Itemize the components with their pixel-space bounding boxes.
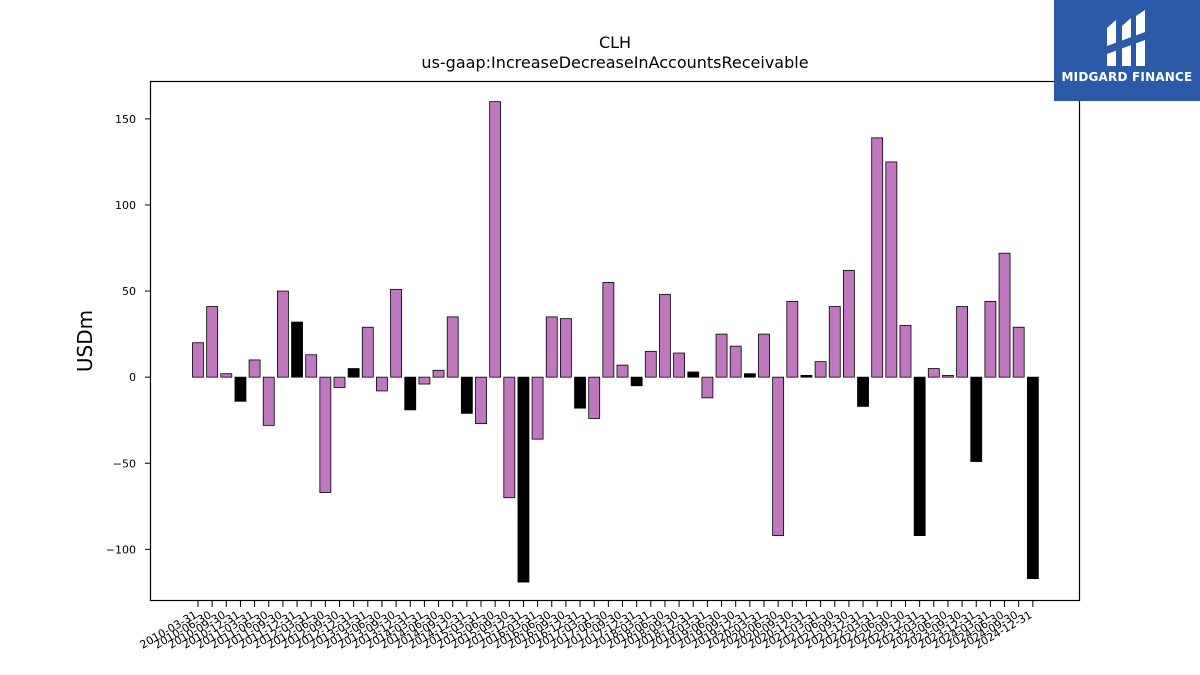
bar-2020-06-30 [772,376,785,536]
bar-2021-12-31 [857,376,869,407]
y-axis-label: USDm [73,310,97,372]
bar-2022-09-30 [899,325,912,378]
bar-2017-09-30 [616,364,629,378]
bar-2023-12-31 [970,376,983,462]
bar-2021-03-31 [814,361,827,378]
y-tick-label: 50 [122,285,136,298]
bar-2013-12-31 [404,376,417,411]
bar-2011-09-30 [276,290,289,378]
bar-2023-06-30 [942,375,954,378]
bar-2019-12-31 [743,373,756,378]
bar-2015-06-30 [489,101,502,378]
bar-2018-03-31 [644,350,657,378]
bar-2024-12-31 [1026,376,1039,580]
bar-2016-12-31 [574,376,586,409]
bar-2014-03-31 [418,376,431,385]
bar-2018-12-31 [687,371,700,378]
bar-2011-03-31 [248,359,261,378]
bar-2010-06-30 [206,306,219,378]
bar-2011-12-31 [291,321,303,378]
bar-2016-03-31 [531,376,544,440]
x-axis-ticks: 2010-03-312010-06-302010-09-302010-12-31… [138,601,1034,652]
bar-2013-06-30 [376,376,388,392]
y-tick-label: 150 [115,113,136,126]
bar-2022-06-30 [885,161,898,378]
bar-2018-09-30 [673,352,685,378]
bar-2022-03-31 [871,137,884,378]
bar-2015-03-31 [475,376,487,425]
bar-2011-06-30 [262,376,275,426]
y-tick-label: −50 [113,457,136,470]
bar-2012-09-30 [333,376,346,388]
bar-2023-03-31 [927,368,940,378]
y-tick-label: 100 [115,199,136,212]
chart-title: CLH [599,33,631,52]
bar-2012-03-31 [305,354,318,378]
bar-2023-09-30 [956,306,968,378]
y-tick-label: −100 [106,543,136,556]
bar-2020-12-31 [800,375,813,378]
plot-frame [149,80,1081,602]
bar-2024-03-31 [984,300,997,378]
bar-2017-06-30 [602,282,615,378]
bar-2024-06-30 [998,252,1011,378]
bar-2010-12-31 [234,376,247,402]
bar-2010-03-31 [192,342,204,378]
bar-2012-12-31 [347,368,360,378]
bar-2019-09-30 [729,345,742,378]
bar-2010-09-30 [220,373,233,378]
bars-group [192,101,1039,583]
bar-2015-09-30 [503,376,516,499]
y-axis-ticks: −100 −50 0 50 100 150 [106,113,150,556]
y-tick-label: 0 [129,371,136,384]
bar-2014-09-30 [446,316,459,378]
bar-2016-06-30 [545,316,558,378]
bar-2018-06-30 [659,294,671,378]
bar-2015-12-31 [517,376,530,583]
bar-2014-12-31 [460,376,473,414]
midgard-finance-logo: MIDGARD FINANCE [1054,0,1200,101]
bar-2024-09-30 [1012,326,1025,378]
midgard-logo-icon [1107,10,1145,66]
logo-text: MIDGARD FINANCE [1061,70,1193,84]
bar-2022-12-31 [913,376,926,536]
bar-2020-03-31 [758,333,770,378]
bar-2013-03-31 [361,326,374,378]
bar-2013-09-30 [390,288,403,378]
bar-2012-06-30 [319,376,332,493]
bar-2021-06-30 [828,306,841,378]
bar-2014-06-30 [432,369,445,378]
bar-2021-09-30 [843,269,855,378]
bar-2016-09-30 [560,318,572,378]
chart-subtitle: us-gaap:IncreaseDecreaseInAccountsReceiv… [421,53,808,72]
bar-2020-09-30 [786,300,799,378]
bar-2019-06-30 [715,333,728,378]
bar-2019-03-31 [701,376,714,399]
bar-2017-12-31 [630,376,643,387]
bar-2017-03-31 [588,376,601,419]
